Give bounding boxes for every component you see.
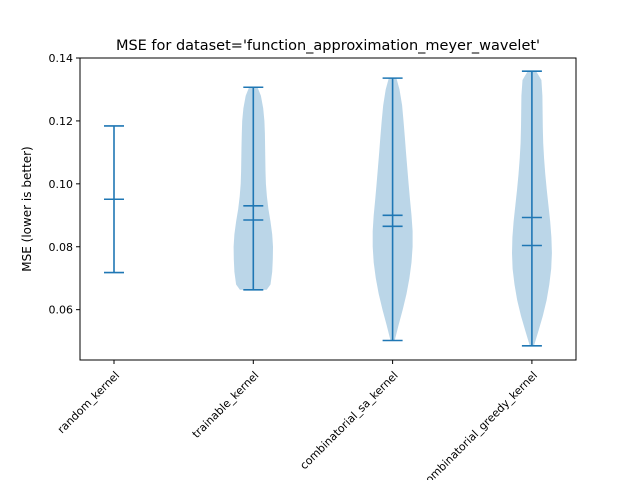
x-tick-label: random_kernel bbox=[55, 369, 122, 436]
y-tick-label: 0.14 bbox=[49, 52, 74, 65]
plot-frame bbox=[79, 57, 577, 361]
x-tick-label: combinatorial_sa_kernel bbox=[297, 369, 400, 472]
y-tick-label: 0.12 bbox=[49, 115, 74, 128]
chart-title: MSE for dataset='function_approximation_… bbox=[116, 38, 540, 54]
x-tick-label: trainable_kernel bbox=[190, 369, 262, 441]
violin-lines bbox=[104, 70, 542, 347]
y-axis-label: MSE (lower is better) bbox=[20, 146, 34, 271]
y-axis-ticks: 0.06 0.08 0.10 0.12 0.14 bbox=[49, 52, 80, 317]
y-tick-label: 0.06 bbox=[49, 304, 74, 317]
y-tick-label: 0.10 bbox=[49, 178, 74, 191]
y-tick-label: 0.08 bbox=[49, 241, 74, 254]
x-tick-label: combinatorial_greedy_kernel bbox=[419, 369, 541, 480]
x-axis-ticks: random_kernel trainable_kernel combinatori… bbox=[55, 360, 540, 480]
